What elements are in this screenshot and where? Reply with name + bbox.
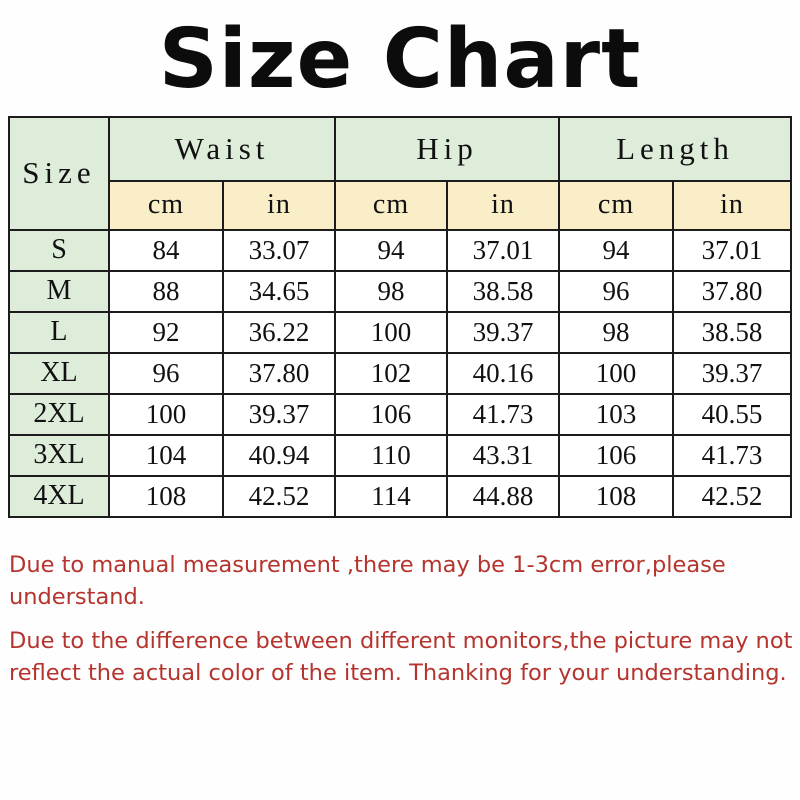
- size-label-cell: XL: [7, 351, 110, 395]
- measurement-cell: 96: [558, 269, 674, 313]
- table-row: M 88 34.65 98 38.58 96 37.80: [7, 269, 792, 313]
- measurement-cell: 42.52: [221, 474, 337, 518]
- measurement-cell: 42.52: [672, 474, 792, 518]
- measurement-cell: 33.07: [221, 228, 337, 272]
- measurement-cell: 94: [558, 228, 674, 272]
- measurement-cell: 100: [107, 392, 224, 436]
- measurement-cell: 96: [107, 351, 224, 395]
- measurement-cell: 40.94: [221, 433, 337, 477]
- measurement-cell: 108: [107, 474, 224, 518]
- length-cm-header: cm: [558, 179, 674, 231]
- size-label-cell: M: [7, 269, 110, 313]
- table-unit-row: cm in cm in cm in: [9, 179, 792, 231]
- table-row: 2XL 100 39.37 106 41.73 103 40.55: [7, 392, 792, 436]
- measurement-cell: 100: [558, 351, 674, 395]
- length-in-header: in: [672, 179, 792, 231]
- measurement-cell: 38.58: [672, 310, 792, 354]
- measurement-cell: 98: [558, 310, 674, 354]
- measurement-cell: 34.65: [221, 269, 337, 313]
- measurement-cell: 114: [334, 474, 448, 518]
- waist-in-header: in: [221, 179, 337, 231]
- hip-in-header: in: [446, 179, 560, 231]
- table-row: 4XL 108 42.52 114 44.88 108 42.52: [7, 474, 792, 518]
- measurement-cell: 37.01: [672, 228, 792, 272]
- waist-cm-header: cm: [107, 179, 224, 231]
- measurement-cell: 94: [334, 228, 448, 272]
- measurement-cell: 110: [334, 433, 448, 477]
- size-label-cell: S: [7, 228, 110, 272]
- measurement-cell: 43.31: [446, 433, 560, 477]
- size-label-cell: 2XL: [7, 392, 110, 436]
- waist-group-header: Waist: [107, 115, 337, 182]
- measurement-cell: 44.88: [446, 474, 560, 518]
- measurement-cell: 39.37: [446, 310, 560, 354]
- size-label-cell: 4XL: [7, 474, 110, 518]
- size-label-cell: L: [7, 310, 110, 354]
- measurement-cell: 100: [334, 310, 448, 354]
- measurement-cell: 106: [334, 392, 448, 436]
- size-chart-table: Size Waist Hip Length cm in cm in cm in …: [7, 115, 792, 518]
- measurement-cell: 40.16: [446, 351, 560, 395]
- measurement-cell: 39.37: [221, 392, 337, 436]
- table-row: S 84 33.07 94 37.01 94 37.01: [7, 228, 792, 272]
- hip-cm-header: cm: [334, 179, 448, 231]
- table-row: L 92 36.22 100 39.37 98 38.58: [7, 310, 792, 354]
- measurement-cell: 36.22: [221, 310, 337, 354]
- measurement-cell: 37.01: [446, 228, 560, 272]
- measurement-cell: 92: [107, 310, 224, 354]
- measurement-cell: 98: [334, 269, 448, 313]
- table-row: 3XL 104 40.94 110 43.31 106 41.73: [7, 433, 792, 477]
- measurement-cell: 88: [107, 269, 224, 313]
- length-group-header: Length: [558, 115, 792, 182]
- measurement-cell: 37.80: [221, 351, 337, 395]
- measurement-cell: 84: [107, 228, 224, 272]
- measurement-cell: 103: [558, 392, 674, 436]
- measurement-cell: 38.58: [446, 269, 560, 313]
- table-row: XL 96 37.80 102 40.16 100 39.37: [7, 351, 792, 395]
- measurement-cell: 108: [558, 474, 674, 518]
- measurement-cell: 102: [334, 351, 448, 395]
- disclaimer-line-monitors: Due to the difference between different …: [9, 627, 793, 686]
- hip-group-header: Hip: [334, 115, 560, 182]
- measurement-cell: 37.80: [672, 269, 792, 313]
- measurement-cell: 106: [558, 433, 674, 477]
- measurement-cell: 41.73: [672, 433, 792, 477]
- measurement-cell: 41.73: [446, 392, 560, 436]
- size-label-cell: 3XL: [7, 433, 110, 477]
- page-title: Size Chart: [158, 12, 642, 107]
- size-column-header: Size: [7, 115, 110, 231]
- table-header-row: Size Waist Hip Length: [7, 115, 792, 231]
- measurement-cell: 40.55: [672, 392, 792, 436]
- measurement-cell: 39.37: [672, 351, 792, 395]
- table-body: S 84 33.07 94 37.01 94 37.01 M 88 34.65 98 38.58 96 3…: [7, 228, 792, 518]
- disclaimer-text: Due to manual measurement ,there may be …: [5, 550, 795, 690]
- disclaimer-line-measurement: Due to manual measurement ,there may be …: [9, 551, 726, 610]
- measurement-cell: 104: [107, 433, 224, 477]
